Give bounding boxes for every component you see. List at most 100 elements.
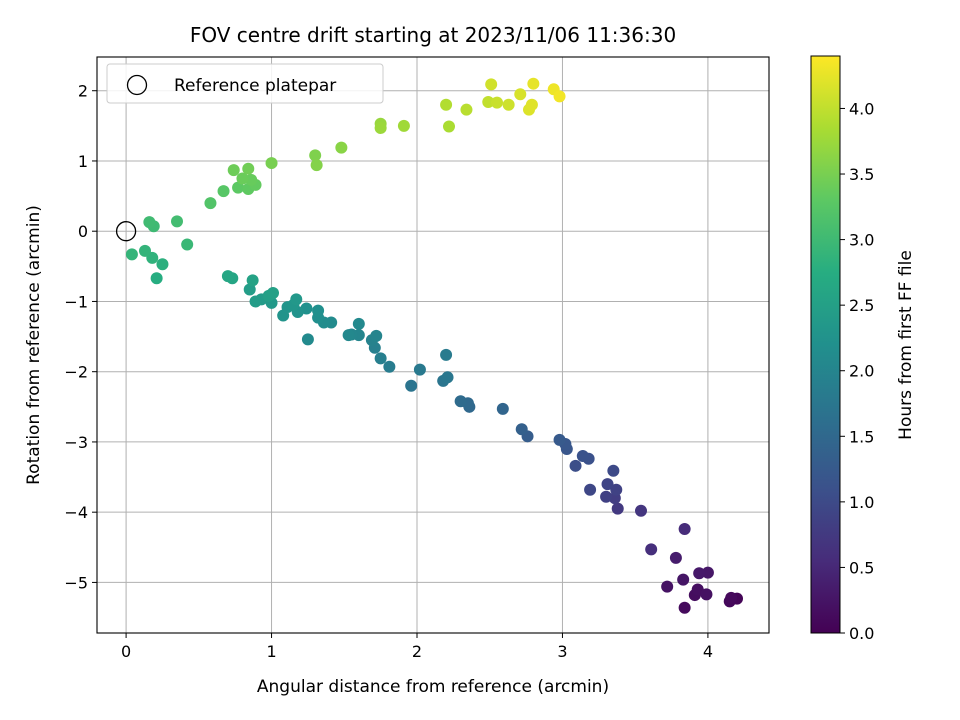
data-point [514, 88, 527, 101]
data-point [611, 502, 624, 515]
data-point [701, 566, 714, 579]
data-point [691, 583, 704, 596]
y-tick-label: 0 [78, 222, 88, 241]
x-tick-label: 2 [412, 642, 422, 661]
data-point [440, 98, 453, 111]
data-point [440, 348, 453, 361]
data-point [693, 567, 706, 580]
data-point [267, 287, 279, 300]
colorbar-tick-label: 4.0 [849, 99, 874, 118]
colorbar-tick-label: 1.0 [849, 493, 874, 512]
data-point [482, 95, 495, 108]
data-point [669, 551, 682, 564]
data-point [309, 149, 322, 162]
y-axis-label: Rotation from reference (arcmin) [24, 205, 44, 485]
data-point [413, 363, 426, 376]
y-tick-label: −3 [64, 433, 88, 452]
legend-reference-marker [126, 74, 148, 96]
chart-title: FOV centre drift starting at 2023/11/06 … [190, 23, 676, 47]
plot-frame [96, 56, 770, 634]
legend-box [106, 63, 384, 104]
data-point [576, 449, 589, 462]
colorbar-tick-label: 2.5 [849, 296, 874, 315]
x-axis-ticks: 0 1 2 3 4 [121, 633, 713, 661]
colorbar-tick-label: 3.0 [849, 231, 874, 250]
x-tick-label: 1 [266, 642, 276, 661]
data-point [441, 371, 454, 384]
data-point [156, 258, 169, 271]
y-tick-label: −2 [64, 363, 88, 382]
data-point [312, 304, 325, 317]
colorbar-tick-label: 0.0 [849, 624, 874, 643]
data-point [661, 580, 674, 593]
x-tick-label: 0 [121, 642, 131, 661]
colorbar-tick-label: 2.0 [849, 362, 874, 381]
data-point [352, 317, 365, 330]
data-point [374, 352, 387, 365]
reference-marker-layer [115, 221, 137, 242]
x-axis-label: Angular distance from reference (arcmin) [257, 677, 609, 697]
data-point [342, 329, 355, 342]
data-point [635, 504, 647, 517]
data-point [677, 573, 690, 586]
data-point [374, 121, 387, 134]
y-axis-ticks: −5 −4 −3 −2 −1 0 1 2 [64, 82, 97, 592]
data-point [645, 543, 658, 556]
grid [97, 57, 769, 633]
data-point [181, 238, 194, 251]
data-point [249, 295, 262, 308]
legend-label: Reference platepar [174, 76, 336, 96]
data-point [443, 120, 455, 133]
data-point [310, 159, 323, 172]
data-point [527, 77, 540, 90]
data-point [290, 293, 303, 306]
data-point [171, 215, 183, 228]
colorbar-ticks: 0.0 0.5 1.0 1.5 2.0 2.5 3.0 3.5 4.0 [840, 99, 874, 643]
data-point [553, 433, 566, 446]
data-point [553, 90, 566, 103]
data-point [217, 185, 230, 198]
data-point [139, 244, 151, 257]
data-point [607, 464, 620, 477]
data-point [496, 402, 509, 415]
colorbar-label: Hours from first FF file [896, 250, 916, 440]
x-tick-label: 3 [557, 642, 567, 661]
legend: Reference platepar [106, 63, 384, 104]
data-point [397, 119, 410, 132]
data-point [243, 283, 256, 296]
colorbar-tick-label: 1.5 [849, 427, 874, 446]
y-tick-label: −5 [64, 573, 88, 592]
data-point [204, 197, 217, 210]
data-point [569, 459, 582, 472]
data-point [335, 141, 348, 154]
data-point [678, 523, 691, 536]
data-point [150, 272, 163, 285]
data-point [460, 103, 473, 116]
data-point [232, 181, 245, 194]
data-point [227, 164, 240, 177]
data-point [515, 423, 528, 436]
data-point [221, 270, 234, 283]
data-point [725, 591, 738, 604]
data-point [383, 360, 396, 373]
data-point [601, 478, 614, 491]
y-tick-label: −4 [64, 503, 88, 522]
colorbar-gradient [810, 55, 841, 634]
data-point [370, 329, 383, 342]
data-point [491, 96, 503, 109]
data-point [525, 98, 538, 111]
data-point [700, 588, 713, 601]
reference-point-marker [115, 221, 137, 242]
data-point [405, 379, 418, 392]
data-point [143, 216, 156, 229]
colorbar-tick-label: 3.5 [849, 165, 874, 184]
data-point [265, 157, 278, 170]
data-point [485, 78, 498, 91]
y-tick-label: 2 [78, 82, 88, 101]
data-point [678, 601, 691, 614]
colorbar: 0.0 0.5 1.0 1.5 2.0 2.5 3.0 3.5 4.0 Hours from f… [810, 55, 916, 643]
data-point [301, 333, 314, 346]
data-point [600, 490, 613, 503]
data-point [584, 483, 597, 496]
